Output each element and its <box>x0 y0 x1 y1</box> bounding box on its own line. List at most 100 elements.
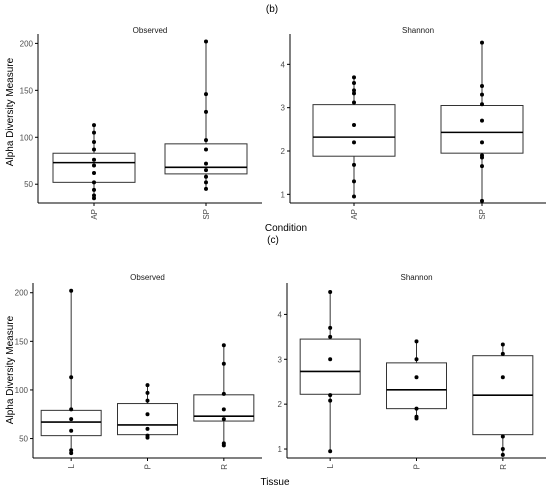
data-point <box>221 343 226 348</box>
y-tick-label: 3 <box>278 355 283 364</box>
panel-label-c: (c) <box>267 235 279 246</box>
data-point <box>92 123 96 128</box>
y-tick-label: 200 <box>15 289 29 298</box>
box-L <box>299 338 361 395</box>
data-point <box>328 398 333 403</box>
data-point <box>204 109 208 114</box>
data-point <box>414 357 419 362</box>
data-point <box>352 88 356 93</box>
x-tick-label: P <box>413 464 422 469</box>
facet-title: Observed <box>133 26 168 35</box>
facet-title: Shannon <box>400 273 432 282</box>
y-tick-label: 4 <box>281 60 286 69</box>
x-tick-label: R <box>220 464 229 470</box>
y-tick-label: 4 <box>278 310 283 319</box>
data-point <box>145 426 150 431</box>
box-AP <box>52 152 136 183</box>
data-point <box>204 147 208 152</box>
data-point <box>500 351 505 356</box>
box-SP <box>440 105 524 154</box>
chart-b-observed: Observed 50 100 150 200 AP SP <box>20 26 262 220</box>
data-point <box>204 186 208 191</box>
box-AP <box>312 104 396 157</box>
data-point <box>92 187 96 192</box>
chart-c-observed: Observed 50 100 150 200 L P R <box>15 273 262 470</box>
x-tick-label: AP <box>350 209 359 220</box>
data-point <box>352 75 356 80</box>
data-point <box>92 130 96 135</box>
data-point <box>221 417 226 422</box>
y-tick-label: 150 <box>15 337 29 346</box>
data-point <box>414 416 419 421</box>
y-tick-label: 100 <box>15 386 29 395</box>
x-tick-label: P <box>144 464 153 469</box>
xlabel-b: Condition <box>265 223 307 234</box>
facet-title: Shannon <box>402 26 434 35</box>
data-point <box>480 198 484 203</box>
data-point <box>92 170 96 175</box>
data-point <box>204 168 208 173</box>
y-tick-label: 2 <box>281 147 286 156</box>
data-point <box>145 390 150 395</box>
data-point <box>480 164 484 169</box>
y-tick-label: 1 <box>281 190 286 199</box>
facet-title: Observed <box>130 273 165 282</box>
data-point <box>352 140 356 145</box>
data-point <box>221 407 226 412</box>
data-point <box>480 92 484 97</box>
data-point <box>145 412 150 417</box>
panel-label-b: (b) <box>266 4 278 15</box>
data-point <box>352 179 356 184</box>
data-point <box>69 428 74 433</box>
data-point <box>352 194 356 199</box>
data-point <box>204 138 208 143</box>
chart-b-shannon: Shannon 1 2 3 4 AP SP <box>281 26 546 220</box>
data-point <box>414 406 419 411</box>
data-point <box>352 123 356 127</box>
data-point <box>204 180 208 185</box>
data-point <box>480 118 484 123</box>
data-point <box>92 163 96 168</box>
data-point <box>221 443 226 448</box>
data-point <box>480 155 484 160</box>
data-point <box>500 452 505 457</box>
data-point <box>221 391 226 396</box>
data-point <box>204 174 208 179</box>
data-point <box>92 157 96 162</box>
x-tick-label: SP <box>478 209 487 220</box>
data-point <box>480 40 484 45</box>
ylabel-b: Alpha Diversity Measure <box>5 57 16 166</box>
data-point <box>92 193 96 198</box>
data-point <box>69 288 74 293</box>
data-point <box>500 342 505 347</box>
data-point <box>92 139 96 144</box>
x-tick-label: L <box>326 463 335 468</box>
box-P <box>386 362 447 410</box>
data-point <box>69 451 74 456</box>
data-point <box>500 447 505 452</box>
data-point <box>328 334 333 339</box>
y-tick-label: 200 <box>20 39 34 48</box>
data-point <box>414 375 419 380</box>
data-point <box>480 102 484 107</box>
y-tick-label: 3 <box>281 104 286 113</box>
data-point <box>69 417 74 422</box>
data-point <box>480 84 484 88</box>
x-tick-label: AP <box>90 209 99 220</box>
data-point <box>92 180 96 185</box>
data-point <box>328 357 333 362</box>
x-tick-label: L <box>67 463 76 468</box>
y-tick-label: 150 <box>20 86 34 95</box>
data-point <box>328 289 333 294</box>
ylabel-c: Alpha Diversity Measure <box>5 315 16 424</box>
data-point <box>92 196 96 201</box>
data-point <box>480 140 484 145</box>
data-point <box>145 435 150 440</box>
y-tick-label: 1 <box>278 445 283 454</box>
y-tick-label: 2 <box>278 400 283 409</box>
data-point <box>328 449 333 454</box>
data-point <box>352 91 356 96</box>
y-tick-label: 50 <box>19 435 28 444</box>
data-point <box>500 434 505 439</box>
